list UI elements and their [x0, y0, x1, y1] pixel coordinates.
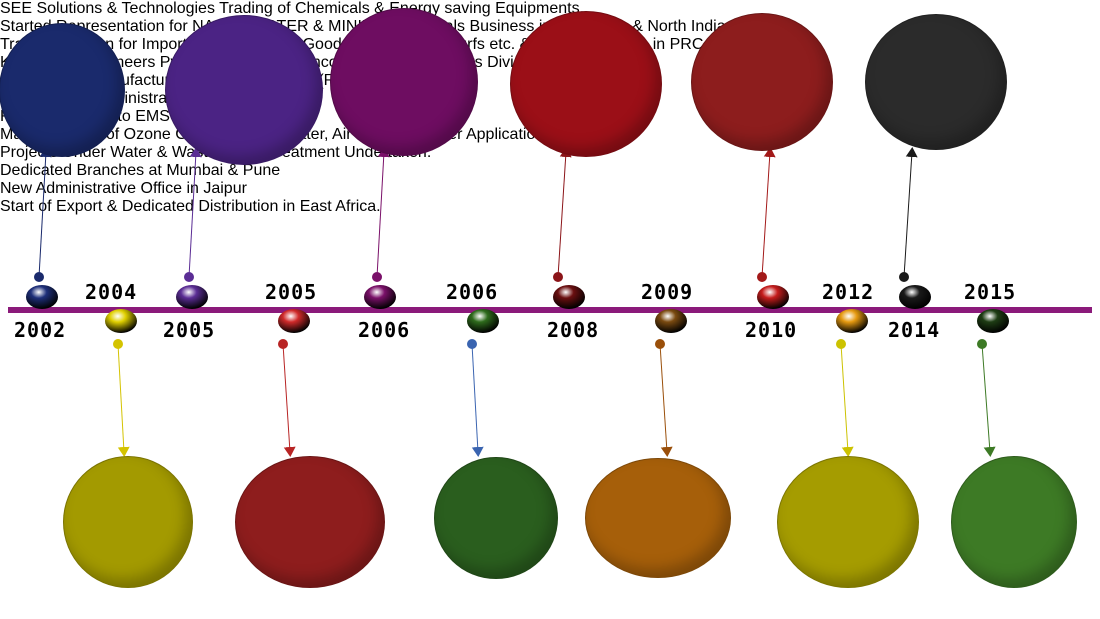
- event-bubble: [235, 456, 385, 588]
- connector-arrow: [903, 147, 918, 278]
- event-bubble: [691, 13, 833, 151]
- year-label: 2015: [964, 280, 1017, 304]
- timeline-marker: [364, 285, 396, 309]
- connector-dot: [553, 272, 563, 282]
- connector-dot: [372, 272, 382, 282]
- event-bubble: [434, 457, 558, 579]
- event-bubble: [330, 8, 478, 156]
- event-bubble: [951, 456, 1077, 588]
- connector-arrow: [117, 343, 130, 457]
- connector-dot: [757, 272, 767, 282]
- year-label: 2014: [888, 318, 941, 342]
- event-description: New Administrative Office in Jaipur: [0, 180, 247, 197]
- timeline-marker: [467, 309, 499, 333]
- timeline-marker: [278, 309, 310, 333]
- timeline-marker: [977, 309, 1009, 333]
- event-description: Start of Export & Dedicated Distribution…: [0, 198, 381, 215]
- year-label: 2005: [265, 280, 318, 304]
- connector-dot: [278, 339, 288, 349]
- connector-dot: [836, 339, 846, 349]
- event-bubble: [585, 458, 731, 578]
- connector-dot: [467, 339, 477, 349]
- year-label: 2004: [85, 280, 138, 304]
- year-label: 2006: [446, 280, 499, 304]
- year-label: 2005: [163, 318, 216, 342]
- timeline-marker: [757, 285, 789, 309]
- connector-arrow: [188, 147, 202, 278]
- timeline-bar: [8, 307, 1092, 313]
- connector-dot: [184, 272, 194, 282]
- timeline-marker: [105, 309, 137, 333]
- connector-arrow: [981, 343, 996, 457]
- year-label: 2008: [547, 318, 600, 342]
- event-bubble: [865, 14, 1007, 150]
- connector-arrow: [376, 147, 390, 278]
- event-bubble: [777, 456, 919, 588]
- timeline-marker: [26, 285, 58, 309]
- event-description: SEE Solutions & Technologies Trading of …: [0, 0, 585, 17]
- year-label: 2006: [358, 318, 411, 342]
- connector-arrow: [471, 343, 484, 457]
- timeline-marker: [655, 309, 687, 333]
- year-label: 2010: [745, 318, 798, 342]
- timeline-marker: [836, 309, 868, 333]
- timeline-marker: [899, 285, 931, 309]
- event-bubble: [510, 11, 662, 157]
- event-description: KSP Hydro Engineers Pvt. Ltd. dedicatedl…: [0, 54, 642, 71]
- connector-arrow: [761, 147, 776, 278]
- event-bubble: [0, 23, 125, 157]
- connector-dot: [655, 339, 665, 349]
- year-label: 2009: [641, 280, 694, 304]
- connector-arrow: [557, 147, 572, 278]
- connector-dot: [977, 339, 987, 349]
- timeline-marker: [176, 285, 208, 309]
- year-label: 2012: [822, 280, 875, 304]
- event-bubble: [165, 15, 323, 165]
- event-bubble: [63, 456, 193, 588]
- year-label: 2002: [14, 318, 67, 342]
- connector-dot: [899, 272, 909, 282]
- timeline-marker: [553, 285, 585, 309]
- connector-arrow: [659, 343, 673, 457]
- connector-arrow: [38, 147, 52, 278]
- event-description: Dedicated Branches at Mumbai & Pune: [0, 162, 281, 179]
- connector-arrow: [282, 343, 296, 457]
- connector-arrow: [840, 343, 854, 457]
- connector-dot: [113, 339, 123, 349]
- connector-dot: [34, 272, 44, 282]
